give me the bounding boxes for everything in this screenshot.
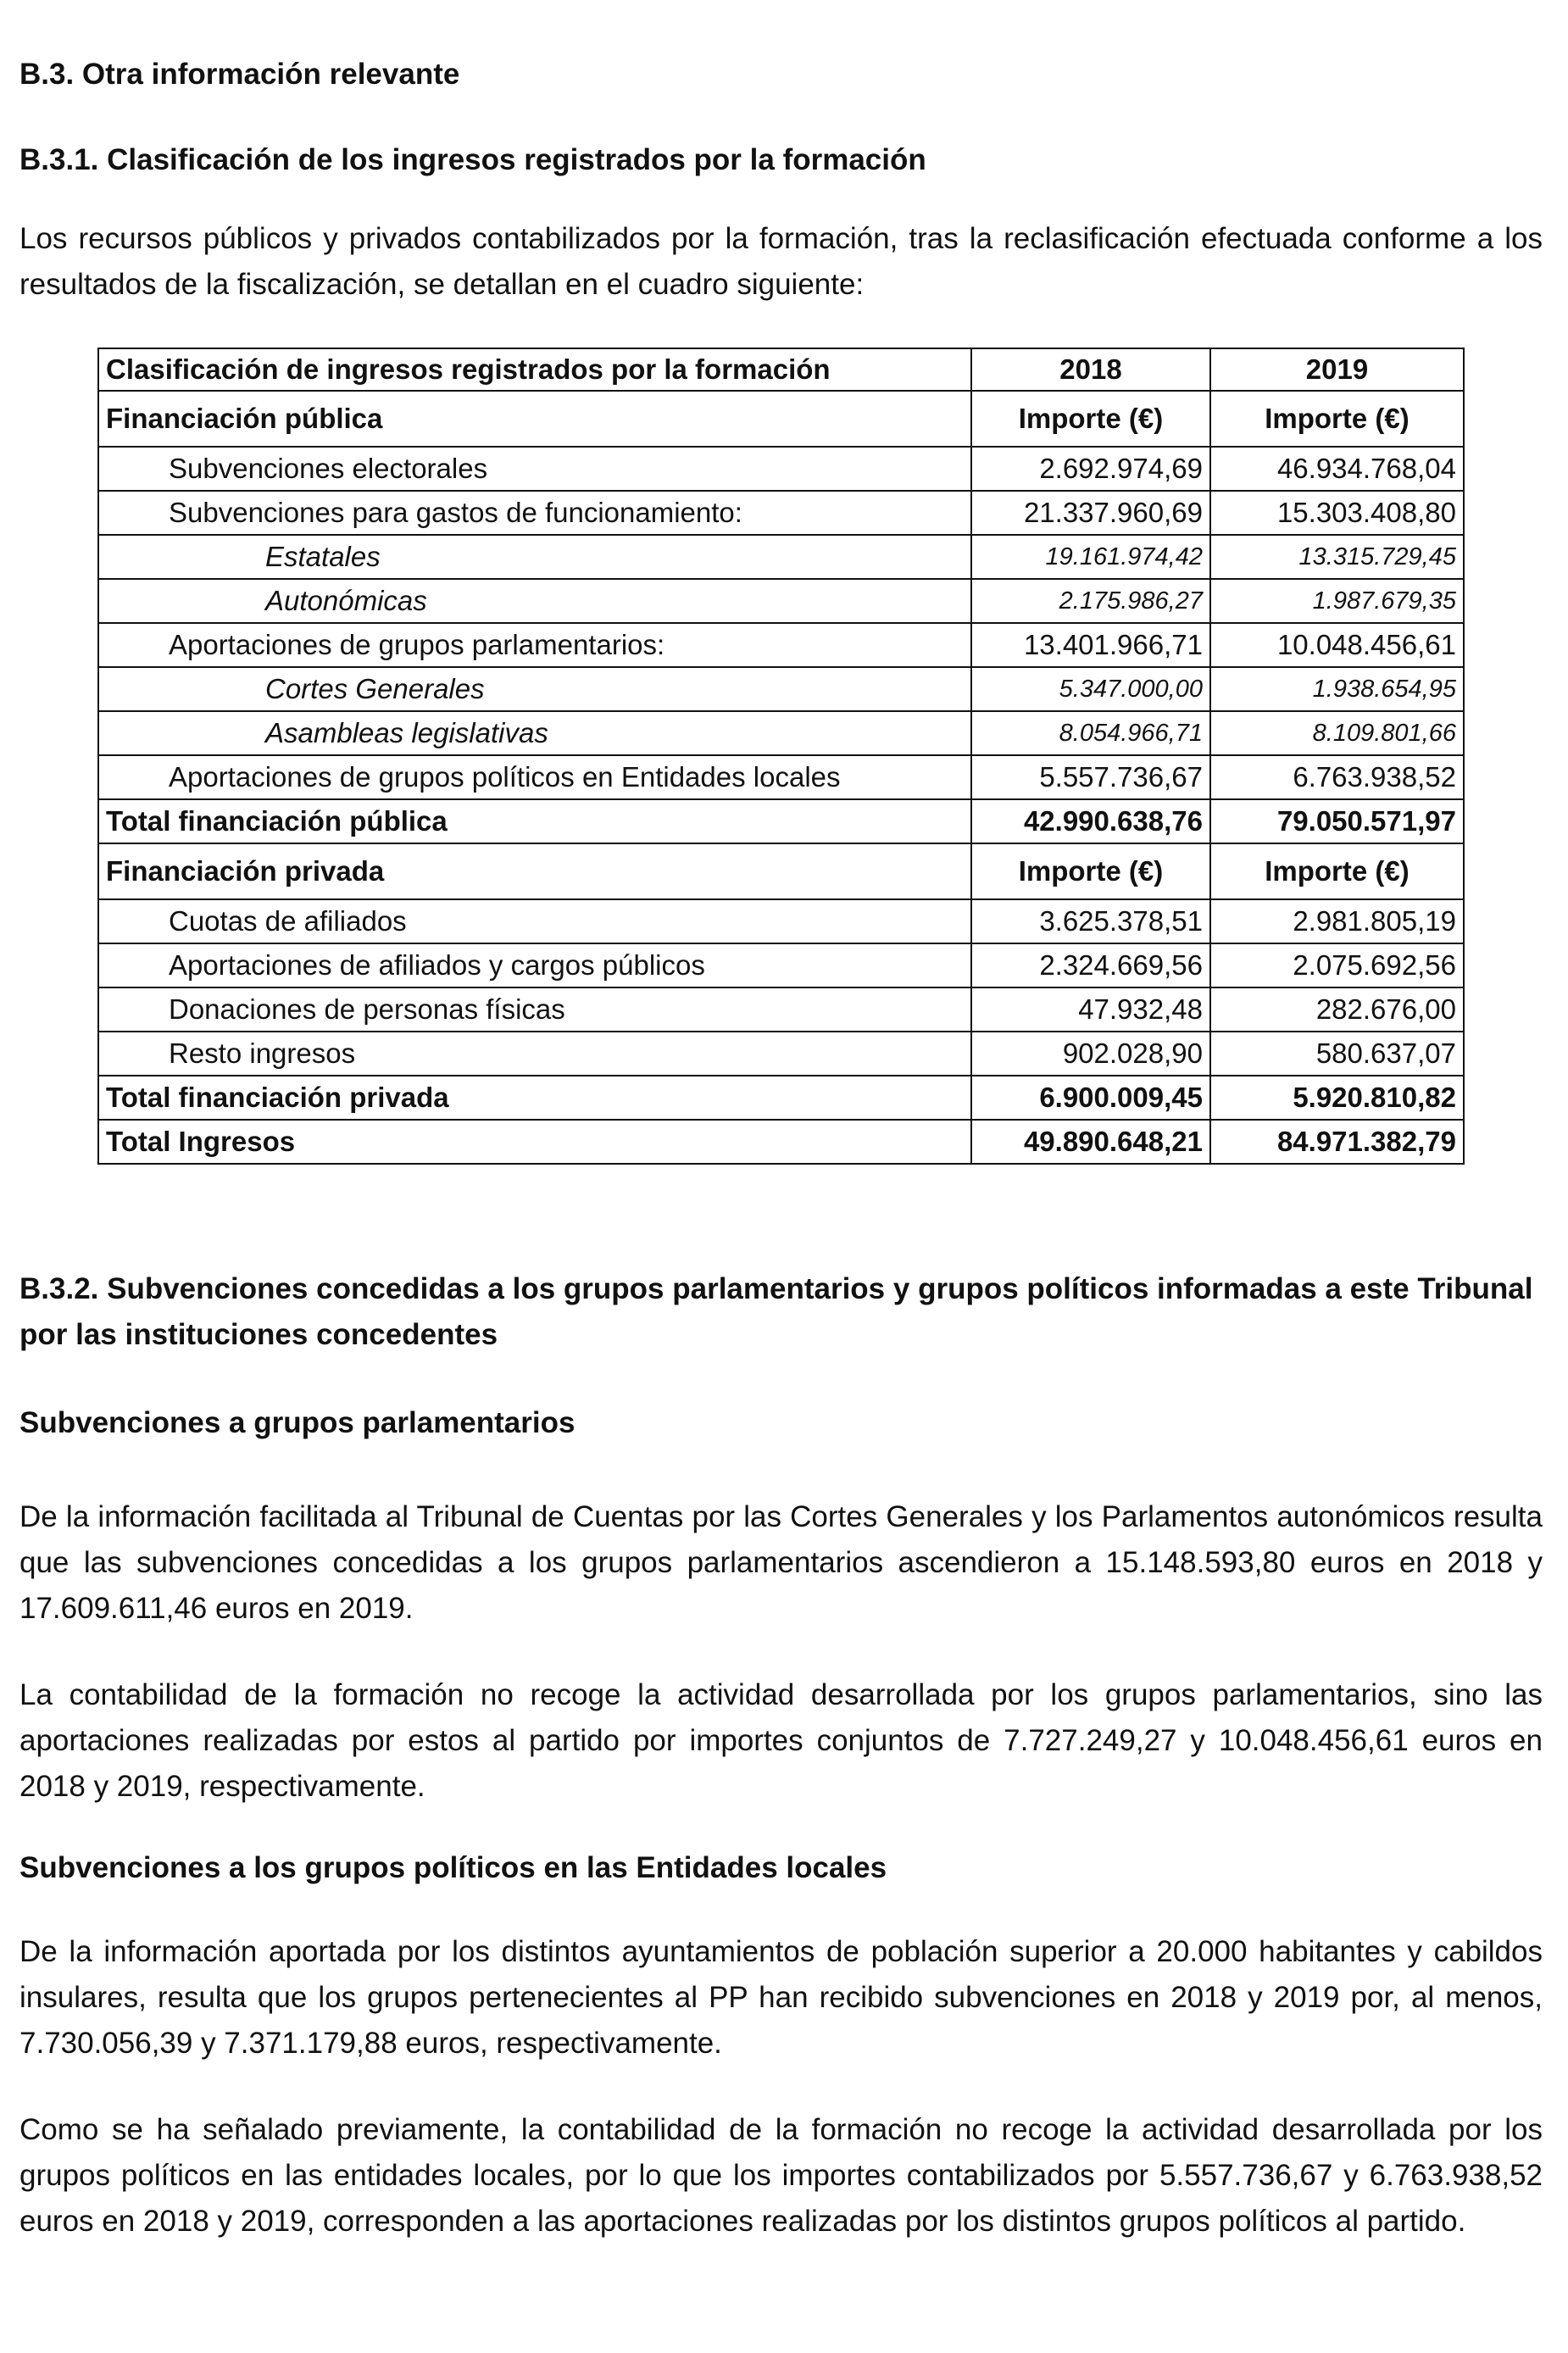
heading-b3: B.3. Otra información relevante bbox=[19, 58, 460, 91]
table-row: Subvenciones para gastos de funcionamien… bbox=[97, 490, 1465, 536]
heading-local: Subvenciones a los grupos políticos en l… bbox=[19, 1851, 887, 1884]
total-2019: 5.920.810,82 bbox=[1209, 1075, 1465, 1121]
value-2018: 5.347.000,00 bbox=[970, 666, 1211, 712]
table-row: Donaciones de personas físicas 47.932,48 2… bbox=[97, 987, 1465, 1032]
value-2018: 2.692.974,69 bbox=[970, 446, 1211, 492]
header-year: 2018 bbox=[970, 348, 1211, 392]
table-row: Estatales 19.161.974,42 13.315.729,45 bbox=[97, 534, 1465, 580]
row-label: Aportaciones de grupos políticos en Enti… bbox=[97, 754, 972, 800]
intro-paragraph: Los recursos públicos y privados contabi… bbox=[19, 222, 1543, 301]
table-row: Asambleas legislativas 8.054.966,71 8.109.… bbox=[97, 710, 1465, 756]
total-label: Total Ingresos bbox=[97, 1119, 972, 1165]
row-label: Estatales bbox=[97, 534, 972, 580]
total-2019: 84.971.382,79 bbox=[1209, 1119, 1465, 1165]
heading-b32: B.3.2. Subvenciones concedidas a los gru… bbox=[19, 1272, 1533, 1351]
row-label: Cortes Generales bbox=[97, 666, 972, 712]
unit-label: Importe (€) bbox=[1209, 390, 1465, 448]
value-2019: 282.676,00 bbox=[1209, 987, 1465, 1032]
value-2019: 580.637,07 bbox=[1209, 1031, 1465, 1076]
value-2018: 19.161.974,42 bbox=[970, 534, 1211, 580]
value-2019: 2.981.805,19 bbox=[1209, 898, 1465, 944]
paragraph-parliamentary-2: La contabilidad de la formación no recog… bbox=[19, 1678, 1543, 1803]
total-2018: 49.890.648,21 bbox=[970, 1119, 1211, 1165]
value-2018: 13.401.966,71 bbox=[970, 622, 1211, 668]
header-label: Clasificación de ingresos registrados po… bbox=[97, 348, 972, 392]
value-2019: 2.075.692,56 bbox=[1209, 943, 1465, 988]
total-label: Total financiación privada bbox=[97, 1075, 972, 1121]
grand-total-row: Total Ingresos 49.890.648,21 84.971.382,79 bbox=[97, 1119, 1465, 1165]
table-row: Aportaciones de afiliados y cargos públi… bbox=[97, 943, 1465, 988]
table-row: Cuotas de afiliados 3.625.378,51 2.981.805… bbox=[97, 898, 1465, 944]
value-2018: 21.337.960,69 bbox=[970, 490, 1211, 536]
paragraph-local-2: Como se ha señalado previamente, la cont… bbox=[19, 2113, 1543, 2238]
heading-parliamentary: Subvenciones a grupos parlamentarios bbox=[19, 1406, 575, 1439]
total-label: Total financiación pública bbox=[97, 798, 972, 844]
value-2019: 15.303.408,80 bbox=[1209, 490, 1465, 536]
unit-label: Importe (€) bbox=[970, 390, 1211, 448]
total-2018: 42.990.638,76 bbox=[970, 798, 1211, 844]
row-label: Autonómicas bbox=[97, 578, 972, 624]
row-label: Donaciones de personas físicas bbox=[97, 987, 972, 1032]
table-row: Subvenciones electorales 2.692.974,69 46.9… bbox=[97, 446, 1465, 492]
paragraph-local-1: De la información aportada por los disti… bbox=[19, 1935, 1543, 2060]
value-2019: 8.109.801,66 bbox=[1209, 710, 1465, 756]
paragraph-parliamentary-1: De la información facilitada al Tribunal… bbox=[19, 1500, 1543, 1625]
value-2019: 13.315.729,45 bbox=[1209, 534, 1465, 580]
income-classification-table: Clasificación de ingresos registrados po… bbox=[97, 348, 1465, 1165]
total-2019: 79.050.571,97 bbox=[1209, 798, 1465, 844]
row-label: Aportaciones de grupos parlamentarios: bbox=[97, 622, 972, 668]
public-total-row: Total financiación pública 42.990.638,76 7… bbox=[97, 798, 1465, 844]
value-2019: 10.048.456,61 bbox=[1209, 622, 1465, 668]
table-row: Autonómicas 2.175.986,27 1.987.679,35 bbox=[97, 578, 1465, 624]
value-2018: 8.054.966,71 bbox=[970, 710, 1211, 756]
table-row: Aportaciones de grupos parlamentarios: 13… bbox=[97, 622, 1465, 668]
heading-b31: B.3.1. Clasificación de los ingresos reg… bbox=[19, 143, 926, 176]
value-2018: 3.625.378,51 bbox=[970, 898, 1211, 944]
table-row: Cortes Generales 5.347.000,00 1.938.654,95 bbox=[97, 666, 1465, 712]
unit-label: Importe (€) bbox=[970, 843, 1211, 900]
section-label: Financiación pública bbox=[97, 390, 972, 448]
total-2018: 6.900.009,45 bbox=[970, 1075, 1211, 1121]
header-year: 2019 bbox=[1209, 348, 1465, 392]
row-label: Subvenciones electorales bbox=[97, 446, 972, 492]
unit-label: Importe (€) bbox=[1209, 843, 1465, 900]
row-label: Subvenciones para gastos de funcionamien… bbox=[97, 490, 972, 536]
value-2018: 2.175.986,27 bbox=[970, 578, 1211, 624]
row-label: Aportaciones de afiliados y cargos públi… bbox=[97, 943, 972, 988]
table-row: Aportaciones de grupos políticos en Enti… bbox=[97, 754, 1465, 800]
value-2018: 47.932,48 bbox=[970, 987, 1211, 1032]
row-label: Asambleas legislativas bbox=[97, 710, 972, 756]
section-label: Financiación privada bbox=[97, 843, 972, 900]
row-label: Cuotas de afiliados bbox=[97, 898, 972, 944]
value-2019: 1.987.679,35 bbox=[1209, 578, 1465, 624]
table-header-row: Clasificación de ingresos registrados po… bbox=[97, 348, 1465, 392]
private-section-row: Financiación privada Importe (€) Importe (… bbox=[97, 843, 1465, 900]
table-row: Resto ingresos 902.028,90 580.637,07 bbox=[97, 1031, 1465, 1076]
private-total-row: Total financiación privada 6.900.009,45 5.… bbox=[97, 1075, 1465, 1121]
value-2018: 5.557.736,67 bbox=[970, 754, 1211, 800]
value-2018: 902.028,90 bbox=[970, 1031, 1211, 1076]
value-2019: 46.934.768,04 bbox=[1209, 446, 1465, 492]
value-2018: 2.324.669,56 bbox=[970, 943, 1211, 988]
row-label: Resto ingresos bbox=[97, 1031, 972, 1076]
value-2019: 1.938.654,95 bbox=[1209, 666, 1465, 712]
value-2019: 6.763.938,52 bbox=[1209, 754, 1465, 800]
public-section-row: Financiación pública Importe (€) Importe (… bbox=[97, 390, 1465, 448]
